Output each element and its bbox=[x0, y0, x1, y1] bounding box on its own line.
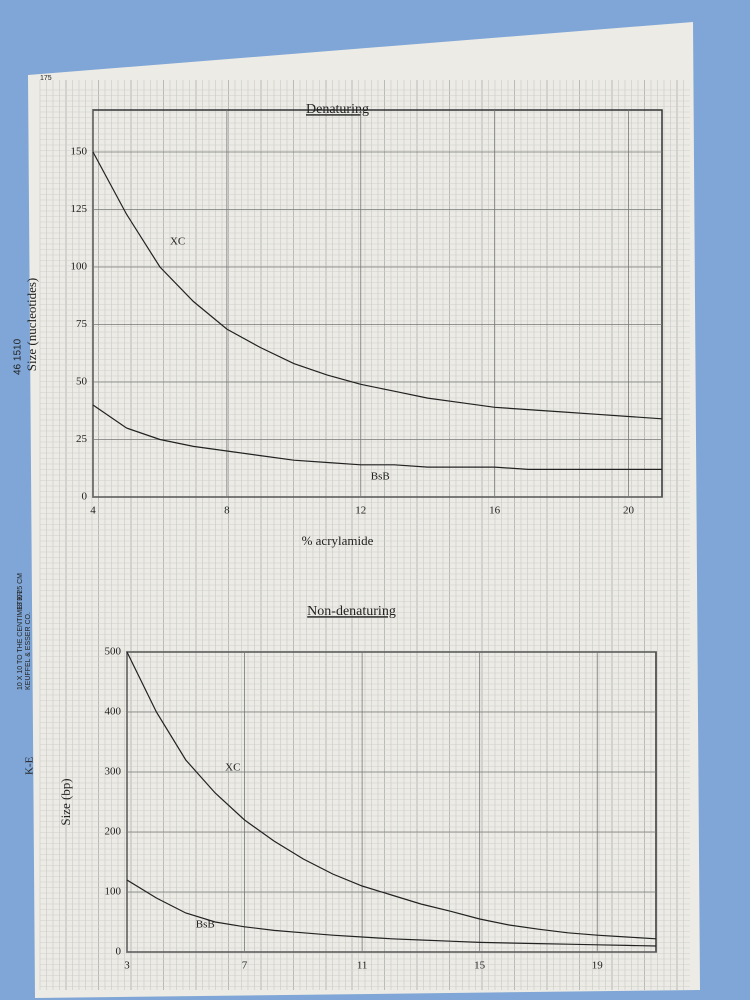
data-line bbox=[126, 879, 657, 947]
y-axis-label: Size (nucleotides) bbox=[24, 278, 39, 372]
x-tick-label: 15 bbox=[474, 960, 486, 972]
x-tick-label: 7 bbox=[242, 960, 248, 972]
x-tick-label: 16 bbox=[489, 505, 501, 517]
y-tick-label: 50 bbox=[76, 376, 88, 388]
margin-text: 46 1510 bbox=[13, 338, 24, 375]
y-tick-label: 0 bbox=[82, 491, 88, 503]
x-tick-label: 20 bbox=[623, 505, 635, 517]
margin-text: 175 bbox=[40, 75, 52, 82]
y-tick-label: 500 bbox=[105, 646, 122, 658]
y-tick-label: 25 bbox=[76, 433, 88, 445]
x-tick-label: 11 bbox=[357, 960, 368, 972]
data-line bbox=[126, 651, 657, 940]
margin-text: K-E bbox=[24, 756, 36, 775]
x-tick-label: 3 bbox=[124, 960, 130, 972]
data-line bbox=[92, 151, 663, 420]
y-tick-label: 0 bbox=[116, 946, 122, 958]
series-label: BsB bbox=[196, 919, 215, 931]
x-tick-label: 8 bbox=[224, 505, 230, 517]
y-tick-label: 100 bbox=[71, 261, 88, 273]
margin-text: 10 X 10 TO THE CENTIMETER bbox=[17, 591, 24, 690]
y-tick-label: 100 bbox=[105, 886, 122, 898]
margin-text: 18 X 25 CM bbox=[17, 573, 24, 610]
y-tick-label: 200 bbox=[105, 826, 122, 838]
y-tick-label: 125 bbox=[71, 203, 88, 215]
data-line bbox=[92, 404, 662, 470]
y-tick-label: 400 bbox=[105, 706, 122, 718]
y-axis-label: Size (bp) bbox=[58, 778, 73, 825]
chart-title: Non-denaturing bbox=[307, 604, 396, 619]
x-tick-label: 12 bbox=[355, 505, 366, 517]
x-axis-label: % acrylamide bbox=[302, 533, 374, 548]
y-tick-label: 150 bbox=[71, 146, 88, 158]
margin-text: KEUFFEL & ESSER CO. bbox=[25, 612, 32, 690]
x-tick-label: 19 bbox=[592, 960, 604, 972]
x-tick-label: 4 bbox=[90, 505, 96, 517]
series-label: BsB bbox=[371, 470, 390, 482]
chart-title: Denaturing bbox=[306, 102, 369, 117]
series-label: XC bbox=[225, 762, 240, 774]
paper-grid bbox=[39, 80, 690, 990]
y-tick-label: 300 bbox=[105, 766, 122, 778]
series-label: XC bbox=[170, 236, 185, 248]
y-tick-label: 75 bbox=[76, 318, 88, 330]
